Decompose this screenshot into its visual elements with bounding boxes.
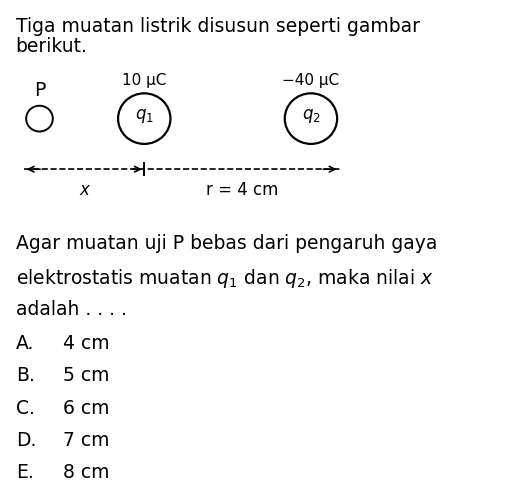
Text: −40 μC: −40 μC: [282, 73, 340, 88]
Text: 8 cm: 8 cm: [63, 463, 110, 482]
Text: 5 cm: 5 cm: [63, 367, 110, 385]
Text: Agar muatan uji P bebas dari pengaruh gaya: Agar muatan uji P bebas dari pengaruh ga…: [15, 234, 437, 253]
Text: 7 cm: 7 cm: [63, 431, 110, 450]
Text: r = 4 cm: r = 4 cm: [206, 181, 278, 199]
Text: A.: A.: [15, 334, 34, 353]
Text: D.: D.: [15, 431, 36, 450]
Text: berikut.: berikut.: [15, 37, 87, 56]
Text: 10 μC: 10 μC: [122, 73, 167, 88]
Text: 4 cm: 4 cm: [63, 334, 110, 353]
Text: elektrostatis muatan $q_1$ dan $q_2$, maka nilai $x$: elektrostatis muatan $q_1$ dan $q_2$, ma…: [15, 267, 434, 290]
Text: $q_1$: $q_1$: [135, 107, 154, 125]
Text: E.: E.: [15, 463, 33, 482]
Text: $q_2$: $q_2$: [302, 107, 320, 125]
Text: Tiga muatan listrik disusun seperti gambar: Tiga muatan listrik disusun seperti gamb…: [15, 17, 419, 37]
Text: C.: C.: [15, 398, 34, 418]
Text: x: x: [79, 181, 89, 199]
Text: P: P: [34, 81, 45, 100]
Text: 6 cm: 6 cm: [63, 398, 110, 418]
Text: adalah . . . .: adalah . . . .: [15, 300, 126, 319]
Text: B.: B.: [15, 367, 34, 385]
